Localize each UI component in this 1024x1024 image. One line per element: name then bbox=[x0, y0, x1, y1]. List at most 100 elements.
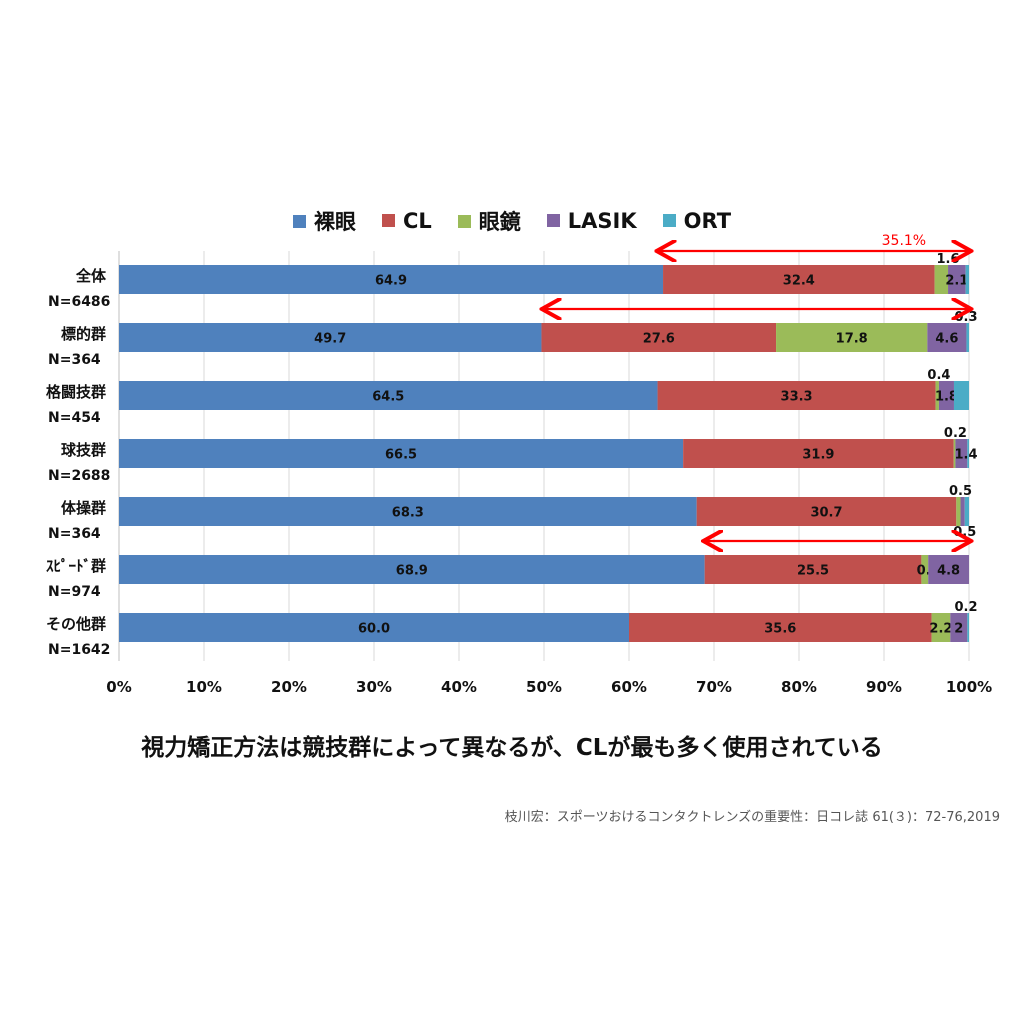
category-n-label: N=1642 bbox=[48, 642, 110, 658]
bar-segment bbox=[965, 265, 969, 294]
bar-segment bbox=[928, 555, 969, 584]
data-label: 1.4 bbox=[954, 448, 977, 463]
data-label: 31.9 bbox=[802, 448, 834, 463]
data-label: 1.8 bbox=[935, 390, 958, 405]
x-tick-label: 0% bbox=[106, 678, 131, 696]
data-label: 33.3 bbox=[781, 390, 813, 405]
data-label: 35.6 bbox=[764, 622, 796, 637]
bar-segment bbox=[964, 497, 969, 526]
bar-segment bbox=[119, 381, 658, 410]
bar-segment bbox=[119, 265, 664, 294]
source-citation: 枝川宏：スポーツおけるコンタクトレンズの重要性：日コレ誌 61(３)：72-76… bbox=[504, 810, 1000, 825]
x-tick-label: 70% bbox=[696, 678, 732, 696]
bar-segment bbox=[629, 613, 932, 642]
data-label: 0.4 bbox=[927, 368, 950, 383]
legend-swatch bbox=[662, 213, 676, 227]
category-n-label: N=454 bbox=[48, 410, 101, 426]
data-label: 49.7 bbox=[314, 332, 346, 347]
bar-segment bbox=[948, 265, 966, 294]
data-label: 2.2 bbox=[929, 622, 952, 637]
legend-item: 眼鏡 bbox=[457, 206, 521, 236]
bar-segment bbox=[119, 497, 697, 526]
data-label: 68.3 bbox=[392, 506, 424, 521]
bar-segment bbox=[934, 265, 949, 294]
bar-segment bbox=[956, 497, 961, 526]
chart-legend: 裸眼 CL 眼鏡 LASIK ORT bbox=[0, 206, 1024, 236]
category-label: 体操群 bbox=[61, 499, 106, 517]
legend-swatch bbox=[457, 214, 471, 228]
bar-segment bbox=[119, 439, 684, 468]
bar-segment bbox=[776, 323, 928, 352]
data-label: 0.5 bbox=[949, 484, 972, 499]
legend-item: CL bbox=[381, 209, 432, 233]
bar-segment bbox=[704, 555, 922, 584]
legend-label: LASIK bbox=[567, 209, 637, 233]
x-tick-label: 60% bbox=[611, 678, 647, 696]
data-label: 25.5 bbox=[797, 564, 829, 579]
legend-label: 眼鏡 bbox=[478, 210, 521, 234]
bar-segment bbox=[960, 497, 965, 526]
data-label: 17.8 bbox=[836, 332, 868, 347]
legend-swatch bbox=[381, 213, 395, 227]
data-label: 68.9 bbox=[396, 564, 428, 579]
data-label: 2 bbox=[954, 622, 963, 637]
category-label: ｽﾋﾟｰﾄﾞ群 bbox=[46, 557, 106, 575]
legend-item: 裸眼 bbox=[292, 206, 356, 236]
bar-segment bbox=[696, 497, 957, 526]
x-tick-label: 30% bbox=[356, 678, 392, 696]
bar-segment bbox=[935, 381, 939, 410]
bar-segment bbox=[119, 613, 629, 642]
stacked-bar-chart: 0% 10% 20% 30% 40% 50% 60% 70% 80% 90% 100% 64.9 32.… bbox=[46, 233, 992, 696]
data-label: 1.6 bbox=[937, 252, 960, 267]
bar-segment bbox=[541, 323, 777, 352]
category-label: その他群 bbox=[46, 615, 106, 633]
bar-segment bbox=[938, 381, 954, 410]
data-label: 4.8 bbox=[937, 564, 960, 579]
bar-segment bbox=[953, 439, 956, 468]
x-tick-label: 90% bbox=[866, 678, 902, 696]
category-label: 格闘技群 bbox=[46, 383, 106, 401]
legend-label: CL bbox=[402, 209, 432, 233]
bar-segment bbox=[927, 323, 967, 352]
x-tick-label: 40% bbox=[441, 678, 477, 696]
category-n-label: N=6486 bbox=[48, 294, 110, 310]
x-tick-label: 10% bbox=[186, 678, 222, 696]
data-label: 2.1 bbox=[945, 274, 968, 289]
category-n-label: N=2688 bbox=[48, 468, 110, 484]
data-label: 64.9 bbox=[375, 274, 407, 289]
category-label: 全体 bbox=[75, 267, 107, 285]
data-label: 0.5 bbox=[953, 525, 976, 540]
x-tick-label: 100% bbox=[946, 678, 992, 696]
legend-item: ORT bbox=[662, 209, 732, 233]
bar-segment bbox=[657, 381, 936, 410]
bar-segment bbox=[953, 381, 969, 410]
bar-segment bbox=[931, 613, 951, 642]
category-label: 球技群 bbox=[61, 441, 106, 459]
data-label: 64.5 bbox=[372, 390, 404, 405]
legend-label: ORT bbox=[683, 209, 732, 233]
bar-segment bbox=[955, 439, 968, 468]
data-label: 30.7 bbox=[810, 506, 842, 521]
bar-segment bbox=[966, 323, 969, 352]
category-label: 標的群 bbox=[61, 325, 106, 343]
x-tick-label: 80% bbox=[781, 678, 817, 696]
bar-segment bbox=[921, 555, 929, 584]
data-label: 32.4 bbox=[783, 274, 815, 289]
category-n-label: N=364 bbox=[48, 352, 101, 368]
chart-caption: 視力矯正方法は競技群によって異なるが、CLが最も多く使用されている bbox=[141, 735, 883, 761]
category-n-label: N=974 bbox=[48, 584, 101, 600]
bar-segment bbox=[967, 613, 969, 642]
bar-segment bbox=[663, 265, 935, 294]
bar-segment bbox=[683, 439, 954, 468]
data-label: 0.2 bbox=[944, 426, 967, 441]
legend-label: 裸眼 bbox=[313, 210, 356, 234]
legend-swatch bbox=[292, 214, 306, 228]
data-label: 60.0 bbox=[358, 622, 390, 637]
legend-swatch bbox=[546, 213, 560, 227]
data-label: 66.5 bbox=[385, 448, 417, 463]
legend-item: LASIK bbox=[546, 209, 637, 233]
bar-segment bbox=[950, 613, 968, 642]
data-label: 0.3 bbox=[954, 310, 977, 325]
category-n-label: N=364 bbox=[48, 526, 101, 542]
x-tick-label: 20% bbox=[271, 678, 307, 696]
